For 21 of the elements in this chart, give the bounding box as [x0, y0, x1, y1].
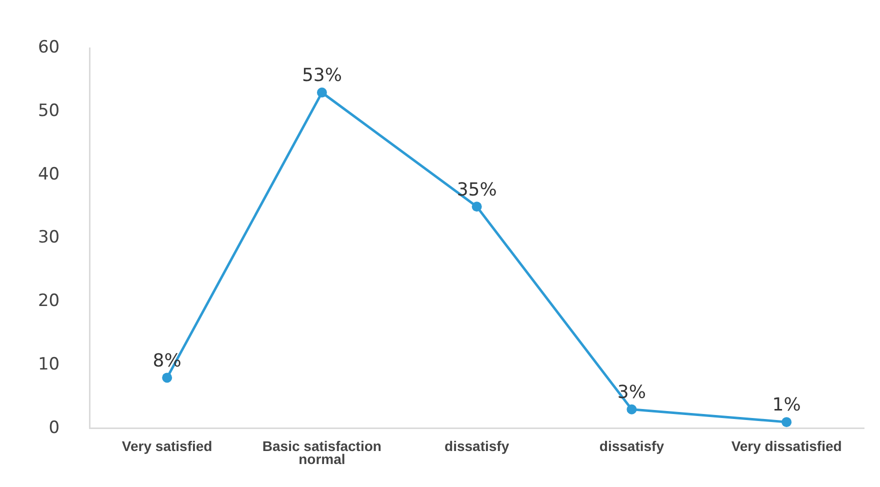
point — [162, 372, 172, 383]
point — [782, 417, 792, 428]
y-tick-label: 50 — [38, 100, 60, 121]
data-label: 3% — [617, 382, 646, 404]
x-tick-label: dissatisfy — [444, 438, 510, 454]
point — [626, 404, 637, 414]
y-tick-label: 0 — [48, 418, 60, 438]
y-tick-label: 20 — [38, 291, 60, 312]
data-label: 35% — [456, 179, 497, 200]
data-label: 1% — [772, 394, 801, 416]
y-tick-label: 10 — [38, 354, 60, 374]
data-label: 53% — [302, 65, 342, 86]
y-tick-label: 30 — [38, 228, 60, 248]
point — [472, 202, 482, 212]
point — [316, 88, 327, 98]
x-tick-label: Very dissatisfied — [731, 438, 842, 454]
x-tick-label: Basic satisfaction normal — [262, 438, 382, 468]
x-tick-label: Very satisfied — [122, 438, 212, 454]
x-tick-label: dissatisfy — [599, 438, 664, 454]
y-tick-label: 40 — [38, 164, 60, 184]
y-tick-label: 60 — [38, 38, 60, 58]
